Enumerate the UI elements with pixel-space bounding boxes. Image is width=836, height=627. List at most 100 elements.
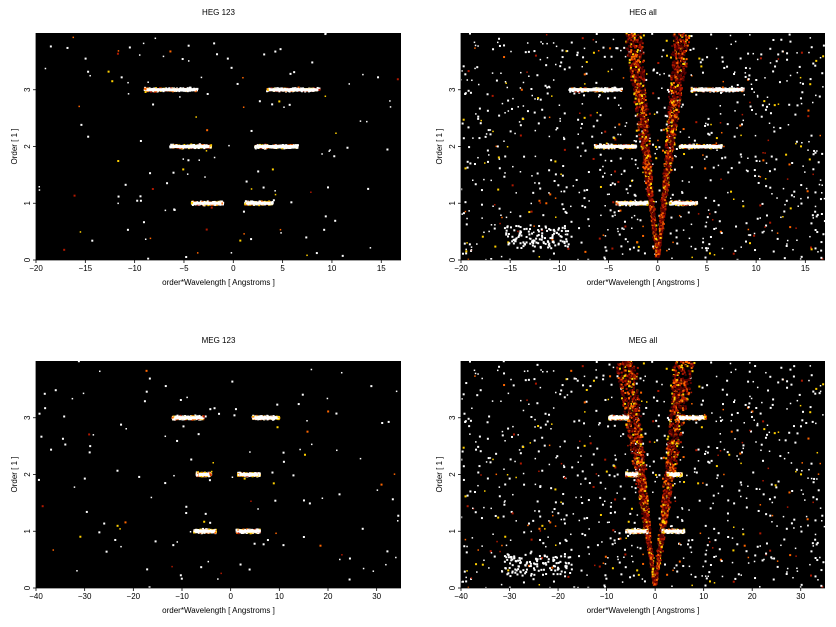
- heatmap-pixel: [498, 158, 501, 160]
- heatmap-pixel: [666, 171, 669, 174]
- heatmap-pixel: [685, 58, 688, 61]
- heatmap-pixel: [714, 211, 717, 214]
- heatmap-pixel: [670, 92, 672, 95]
- heatmap-pixel: [637, 76, 640, 79]
- heatmap-pixel: [552, 240, 555, 243]
- heatmap-pixel: [532, 231, 535, 234]
- heatmap-pixel: [643, 114, 646, 117]
- heatmap-pixel: [751, 109, 754, 112]
- heatmap-pixel: [580, 155, 582, 157]
- heatmap-pixel: [740, 246, 742, 248]
- heatmap-pixel: [703, 158, 706, 160]
- heatmap-pixel: [618, 123, 621, 126]
- heatmap-pixel: [610, 159, 613, 162]
- heatmap-pixel: [546, 42, 548, 45]
- heatmap-pixel: [634, 85, 637, 88]
- heatmap-pixel: [250, 129, 253, 132]
- heatmap-pixel: [561, 174, 564, 177]
- heatmap-pixel: [498, 44, 501, 47]
- heatmap-pixel: [643, 131, 646, 134]
- heatmap-pixel: [89, 74, 91, 77]
- heatmap-pixel: [653, 113, 656, 115]
- heatmap-pixel: [311, 61, 314, 64]
- heatmap-pixel: [171, 90, 174, 93]
- heatmap-pixel: [749, 67, 751, 70]
- heatmap-pixel: [647, 135, 650, 138]
- heatmap-pixel: [679, 52, 682, 55]
- heatmap-pixel: [640, 121, 643, 124]
- heatmap-pixel: [545, 33, 548, 36]
- heatmap-pixel: [603, 55, 606, 58]
- heatmap-pixel: [661, 216, 664, 219]
- heatmap-pixel: [636, 113, 639, 116]
- heatmap-pixel: [464, 201, 467, 204]
- heatmap-pixel: [642, 60, 645, 63]
- heatmap-pixel: [795, 227, 797, 229]
- heatmap-pixel: [688, 36, 691, 39]
- heatmap-pixel: [645, 113, 648, 116]
- heatmap-pixel: [641, 66, 644, 69]
- heatmap-pixel: [659, 236, 662, 239]
- heatmap-pixel: [149, 172, 152, 175]
- heatmap-pixel: [680, 72, 683, 75]
- heatmap-pixel: [740, 134, 742, 137]
- heatmap-pixel: [468, 243, 471, 246]
- heatmap-pixel: [708, 133, 711, 136]
- heatmap-pixel: [505, 229, 508, 232]
- heatmap-pixel: [660, 221, 663, 224]
- heatmap-pixel: [485, 258, 487, 260]
- heatmap-pixel: [642, 151, 645, 154]
- heatmap-pixel: [595, 33, 598, 35]
- heatmap-pixel: [87, 70, 90, 73]
- heatmap-pixel: [645, 163, 648, 166]
- heatmap-pixel: [643, 124, 646, 127]
- heatmap-pixel: [647, 167, 650, 170]
- heatmap-pixel: [653, 229, 656, 232]
- heatmap-pixel: [675, 115, 678, 118]
- heatmap-pixel: [613, 137, 616, 140]
- heatmap-pixel: [647, 191, 650, 194]
- heatmap-pixel: [677, 41, 680, 44]
- heatmap-pixel: [625, 188, 628, 191]
- heatmap-pixel: [736, 84, 739, 87]
- heatmap-pixel: [786, 178, 789, 180]
- heatmap-pixel: [666, 140, 669, 143]
- heatmap-pixel: [660, 213, 663, 216]
- heatmap-pixel: [475, 113, 477, 115]
- heatmap-pixel: [769, 186, 772, 189]
- heatmap-pixel: [674, 87, 677, 90]
- heatmap-pixel: [772, 70, 775, 73]
- heatmap-pixel: [636, 98, 639, 101]
- heatmap-pixel: [636, 79, 639, 82]
- heatmap-pixel: [812, 62, 815, 65]
- heatmap-pixel: [645, 165, 648, 168]
- heatmap-pixel: [634, 81, 637, 84]
- heatmap-pixel: [639, 96, 642, 99]
- heatmap-pixel: [706, 56, 709, 59]
- heatmap-pixel: [705, 221, 708, 224]
- heatmap-pixel: [660, 230, 663, 233]
- heatmap-pixel: [780, 216, 782, 219]
- heatmap-pixel: [693, 139, 696, 142]
- heatmap-pixel: [640, 117, 643, 120]
- heatmap-pixel: [641, 130, 644, 133]
- heatmap-pixel: [765, 224, 768, 227]
- heatmap-pixel: [658, 240, 661, 243]
- heatmap-pixel: [660, 202, 663, 205]
- heatmap-pixel: [652, 216, 655, 219]
- heatmap-pixel: [672, 113, 675, 116]
- heatmap-pixel: [562, 208, 565, 211]
- heatmap-pixel: [778, 81, 781, 84]
- heatmap-pixel: [537, 230, 540, 233]
- heatmap-pixel: [507, 110, 510, 112]
- heatmap-pixel: [637, 44, 640, 47]
- heatmap-pixel: [44, 67, 47, 70]
- heatmap-pixel: [479, 122, 482, 125]
- heatmap-pixel: [670, 125, 673, 128]
- heatmap-pixel: [682, 41, 685, 44]
- heatmap-pixel: [297, 86, 300, 89]
- heatmap-pixel: [646, 127, 649, 130]
- heatmap-pixel: [765, 214, 768, 217]
- heatmap-pixel: [678, 66, 681, 69]
- heatmap-pixel: [672, 34, 675, 37]
